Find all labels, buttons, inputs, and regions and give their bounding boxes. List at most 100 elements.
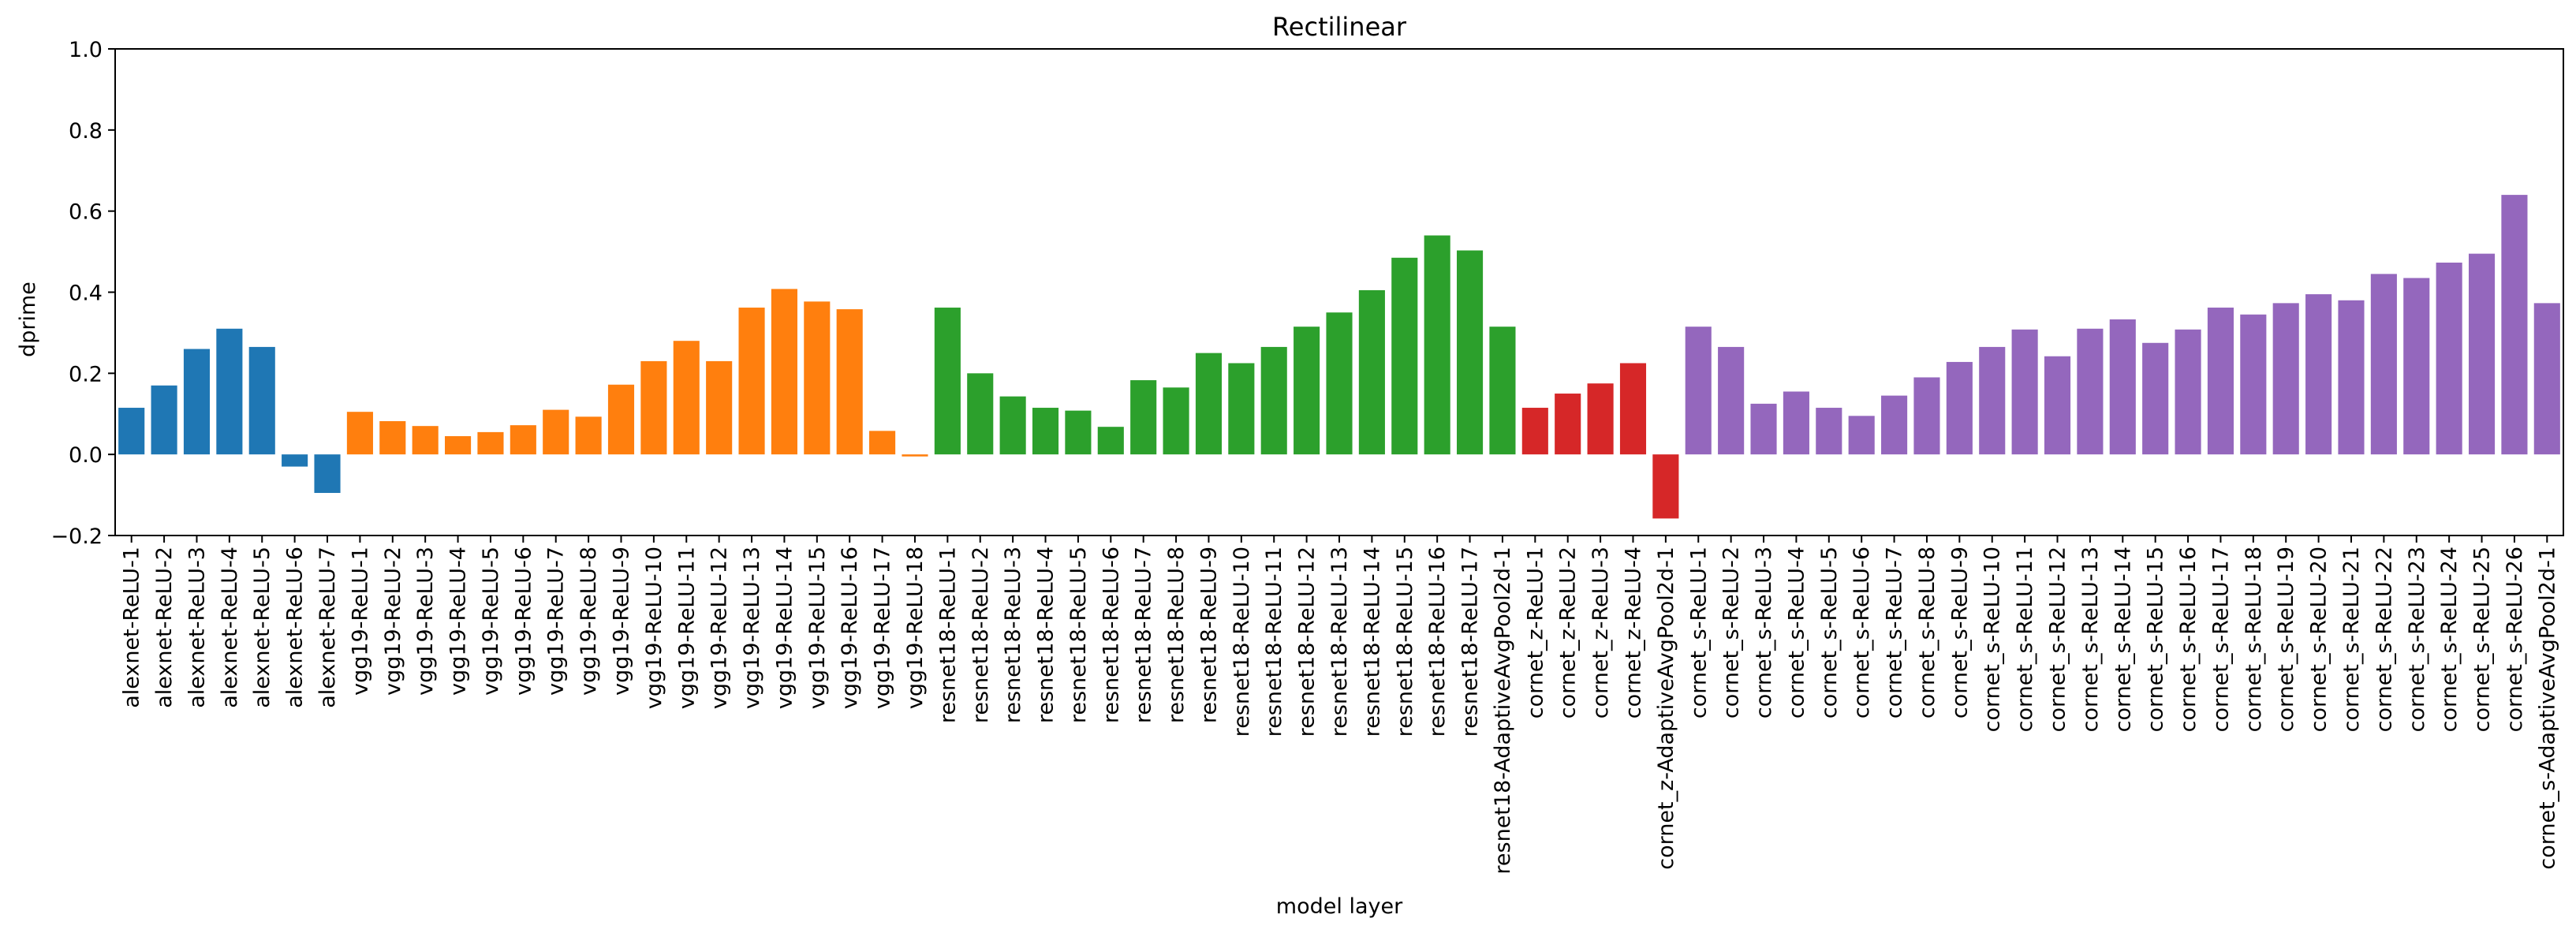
bar-cornet_s-ReLU-8 (1913, 377, 1940, 455)
bar-cornet_s-ReLU-23 (2403, 278, 2430, 455)
bar-cornet_z-ReLU-3 (1587, 383, 1614, 455)
x-tick-label: cornet_s-ReLU-12 (2046, 547, 2070, 732)
x-tick-label: alexnet-ReLU-6 (283, 547, 308, 708)
bar-resnet18-ReLU-12 (1294, 327, 1320, 455)
bar-cornet_s-ReLU-11 (2011, 329, 2038, 455)
x-tick-label: vgg19-ReLU-6 (511, 547, 536, 696)
x-tick-label: cornet_s-AdaptiveAvgPool2d-1 (2535, 547, 2559, 870)
bar-vgg19-ReLU-7 (543, 409, 569, 455)
bar-vgg19-ReLU-12 (706, 360, 733, 455)
x-tick-label: vgg19-ReLU-12 (707, 547, 732, 709)
x-tick-label: resnet18-ReLU-2 (969, 547, 993, 723)
x-tick-label: cornet_s-ReLU-22 (2372, 547, 2396, 732)
x-tick-label: cornet_z-ReLU-4 (1621, 547, 1645, 718)
x-tick-label: resnet18-ReLU-9 (1197, 547, 1221, 723)
x-tick-label: vgg19-ReLU-18 (903, 547, 928, 709)
x-tick-label: vgg19-ReLU-11 (674, 547, 699, 709)
x-tick-label: cornet_s-ReLU-25 (2470, 547, 2495, 732)
bar-vgg19-ReLU-11 (673, 341, 700, 455)
x-tick-label: resnet18-ReLU-14 (1360, 547, 1384, 737)
bar-resnet18-ReLU-11 (1260, 346, 1287, 455)
bar-resnet18-ReLU-4 (1032, 408, 1059, 455)
x-tick-label: cornet_z-ReLU-2 (1556, 547, 1581, 718)
x-tick-label: resnet18-ReLU-12 (1295, 547, 1320, 737)
bar-vgg19-ReLU-18 (902, 454, 928, 457)
x-tick-label: resnet18-AdaptiveAvgPool2d-1 (1491, 547, 1515, 875)
x-tick-label: cornet_z-AdaptiveAvgPool2d-1 (1654, 547, 1678, 870)
y-tick-label: 1.0 (69, 38, 103, 62)
x-tick-label: cornet_s-ReLU-17 (2208, 547, 2233, 732)
x-tick-label: cornet_s-ReLU-8 (1915, 547, 1939, 718)
x-tick-label: cornet_s-ReLU-7 (1883, 547, 1907, 718)
x-tick-label: cornet_z-ReLU-1 (1523, 547, 1547, 718)
x-tick-label: resnet18-ReLU-1 (935, 547, 960, 723)
x-tick-label: resnet18-ReLU-3 (1001, 547, 1025, 723)
x-tick-label: cornet_s-ReLU-3 (1752, 547, 1776, 718)
bar-cornet_z-ReLU-2 (1555, 394, 1581, 455)
x-tick-label: vgg19-ReLU-9 (609, 547, 633, 696)
x-tick-label: vgg19-ReLU-13 (740, 547, 764, 709)
bar-cornet_s-ReLU-9 (1946, 361, 1973, 455)
bar-vgg19-ReLU-8 (575, 416, 602, 455)
bar-resnet18-ReLU-10 (1228, 363, 1255, 455)
x-tick-label: resnet18-ReLU-15 (1393, 547, 1417, 737)
x-tick-label: cornet_s-ReLU-23 (2405, 547, 2429, 732)
bar-resnet18-ReLU-9 (1195, 353, 1223, 455)
x-tick-label: cornet_s-ReLU-13 (2078, 547, 2103, 732)
bar-resnet18-AdaptiveAvgPool2d-1 (1489, 327, 1516, 455)
x-tick-label: cornet_s-ReLU-1 (1686, 547, 1711, 718)
bar-cornet_z-ReLU-4 (1619, 363, 1647, 455)
bar-vgg19-ReLU-2 (379, 421, 406, 455)
bar-vgg19-ReLU-9 (607, 384, 635, 455)
x-tick-label: cornet_z-ReLU-3 (1589, 547, 1613, 718)
bar-resnet18-ReLU-13 (1326, 312, 1353, 455)
x-tick-label: cornet_s-ReLU-18 (2242, 547, 2266, 732)
chart-title: Rectilinear (1272, 12, 1407, 42)
bar-alexnet-ReLU-5 (248, 346, 275, 455)
bar-cornet_s-ReLU-10 (1979, 346, 2006, 455)
x-tick-label: cornet_s-ReLU-5 (1817, 547, 1842, 718)
x-tick-label: cornet_s-ReLU-15 (2144, 547, 2168, 732)
bar-vgg19-ReLU-4 (445, 436, 472, 455)
y-axis-label: dprime (16, 282, 40, 357)
bar-cornet_z-AdaptiveAvgPool2d-1 (1652, 454, 1679, 519)
bar-cornet_s-ReLU-4 (1783, 391, 1809, 455)
bar-cornet_s-AdaptiveAvgPool2d-1 (2533, 303, 2560, 455)
x-tick-label: cornet_s-ReLU-2 (1719, 547, 1744, 718)
x-tick-label: resnet18-ReLU-10 (1230, 547, 1254, 737)
x-tick-label: resnet18-ReLU-8 (1164, 547, 1189, 723)
bar-vgg19-ReLU-15 (804, 301, 831, 455)
x-tick-label: cornet_s-ReLU-26 (2503, 547, 2527, 732)
bar-resnet18-ReLU-2 (967, 373, 994, 455)
bar-cornet_s-ReLU-7 (1881, 395, 1908, 455)
y-tick-label: 0.6 (69, 200, 103, 225)
bar-cornet_s-ReLU-14 (2109, 319, 2136, 455)
x-tick-label: resnet18-ReLU-4 (1034, 547, 1058, 723)
x-tick-label: alexnet-ReLU-2 (152, 547, 177, 708)
bar-cornet_s-ReLU-25 (2468, 253, 2496, 455)
bar-resnet18-ReLU-5 (1065, 410, 1092, 455)
bar-resnet18-ReLU-6 (1097, 427, 1124, 455)
x-tick-label: cornet_s-ReLU-21 (2339, 547, 2364, 732)
bar-vgg19-ReLU-3 (412, 426, 439, 455)
x-tick-label: alexnet-ReLU-7 (315, 547, 340, 708)
x-tick-label: cornet_s-ReLU-4 (1784, 547, 1809, 718)
x-tick-label: alexnet-ReLU-4 (218, 547, 242, 708)
x-tick-label: resnet18-ReLU-17 (1458, 547, 1483, 737)
x-tick-label: resnet18-ReLU-6 (1099, 547, 1123, 723)
bar-resnet18-ReLU-7 (1130, 380, 1157, 455)
bar-vgg19-ReLU-10 (640, 360, 667, 455)
x-tick-label: alexnet-ReLU-3 (185, 547, 209, 708)
x-tick-label: cornet_s-ReLU-24 (2437, 547, 2462, 732)
plot-frame (114, 48, 2564, 536)
x-tick-label: vgg19-ReLU-5 (479, 547, 503, 696)
bars-group (118, 195, 2560, 519)
x-tick-label: cornet_s-ReLU-11 (2013, 547, 2037, 732)
bar-cornet_s-ReLU-2 (1718, 346, 1745, 455)
y-tick-label: 0.0 (69, 443, 103, 468)
x-tick-label: cornet_s-ReLU-14 (2111, 547, 2135, 732)
bar-cornet_s-ReLU-24 (2436, 262, 2462, 455)
x-tick-label: resnet18-ReLU-5 (1066, 547, 1091, 723)
x-tick-label: vgg19-ReLU-8 (577, 547, 601, 696)
